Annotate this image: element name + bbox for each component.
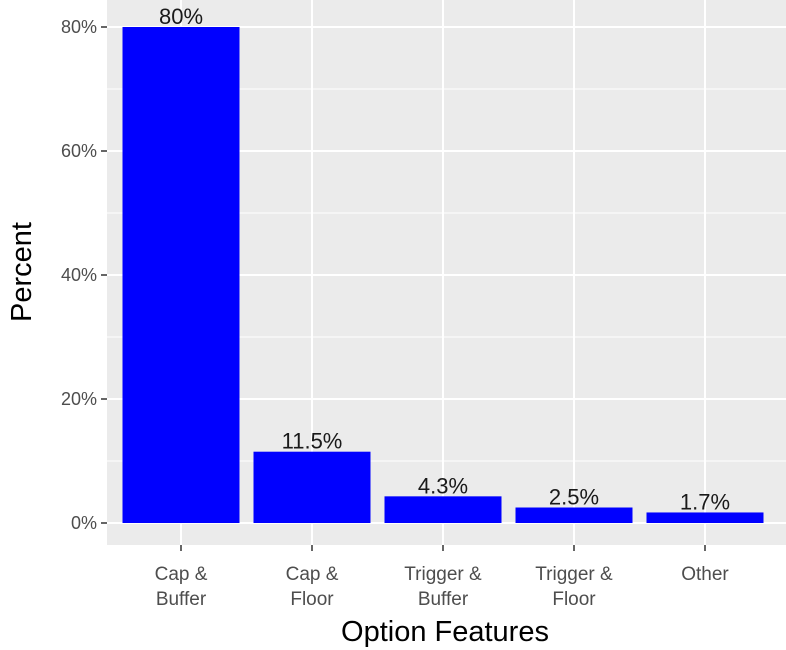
y-axis-ticks: 0% 20% 40% 60% 80% — [61, 17, 107, 533]
y-tick-label: 60% — [61, 141, 97, 161]
x-tick-label: Cap & — [155, 564, 208, 585]
x-axis-title: Option Features — [341, 616, 549, 648]
x-tick-label: Cap & — [286, 564, 339, 585]
y-tick-label: 20% — [61, 389, 97, 409]
x-tick-label: Other — [681, 564, 729, 585]
y-axis-title: Percent — [6, 222, 38, 322]
bar — [515, 507, 633, 523]
data-label: 11.5% — [282, 429, 343, 454]
bar — [253, 451, 371, 523]
data-label: 4.3% — [418, 473, 468, 498]
bar — [122, 27, 240, 523]
bar — [384, 496, 502, 523]
y-tick-label: 0% — [71, 513, 97, 533]
x-tick-label: Trigger & — [535, 564, 613, 585]
x-tick-label: Buffer — [156, 589, 207, 610]
y-tick-label: 80% — [61, 17, 97, 37]
data-label: 2.5% — [549, 485, 599, 510]
x-tick-label: Floor — [552, 589, 596, 610]
data-label: 1.7% — [680, 489, 730, 514]
x-axis-ticks: Cap & Buffer Cap & Floor Trigger & Buffer Trig… — [155, 545, 729, 610]
y-tick-label: 40% — [61, 265, 97, 285]
bar — [646, 512, 764, 523]
data-label: 80% — [159, 4, 203, 29]
x-tick-label: Floor — [290, 589, 334, 610]
data-labels: 80% 11.5% 4.3% 2.5% 1.7% — [159, 4, 730, 514]
bars — [122, 27, 764, 523]
x-tick-label: Buffer — [418, 589, 469, 610]
x-tick-label: Trigger & — [404, 564, 482, 585]
